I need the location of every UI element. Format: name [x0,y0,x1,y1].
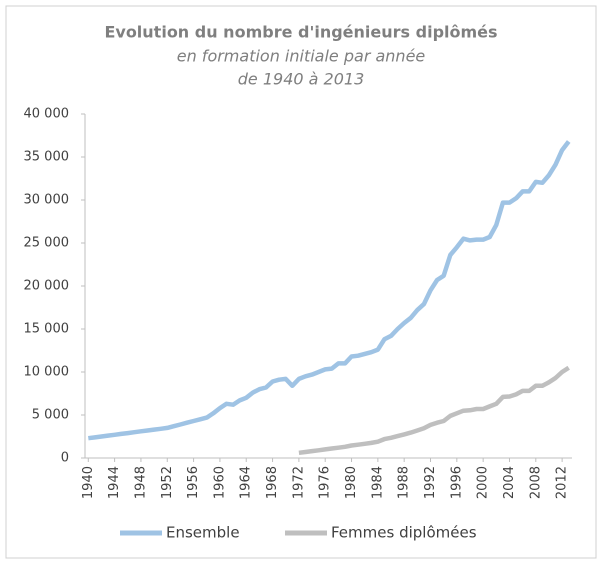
y-tick-label: 15 000 [24,322,70,337]
x-tick-label: 2000 [476,466,491,499]
x-tick-label: 1948 [133,466,148,499]
x-tick-label: 1988 [397,466,412,499]
y-tick-label: 10 000 [24,365,70,380]
x-tick-label: 2004 [502,466,517,499]
y-tick-label: 35 000 [24,150,70,165]
chart-title: Evolution du nombre d'ingénieurs diplômé… [104,23,497,42]
x-tick-label: 1964 [239,466,254,499]
chart-subtitle: en formation initiale par année [177,47,426,66]
x-tick-label: 1960 [212,466,227,499]
y-tick-label: 30 000 [24,193,70,208]
y-tick-label: 0 [61,451,69,466]
series-line [88,140,571,441]
x-tick-label: 1996 [449,466,464,499]
x-tick-label: 1968 [265,466,280,499]
x-tick-label: 1940 [81,466,96,499]
y-tick-label: 40 000 [24,107,70,122]
chart-subtitle: de 1940 à 2013 [238,70,365,89]
x-tick-label: 2008 [528,466,543,499]
y-tick-label: 25 000 [24,236,70,251]
y-tick-label: 20 000 [24,279,70,294]
x-tick-label: 1944 [107,466,122,499]
legend-label: Femmes diplômées [331,524,477,542]
y-tick-label: 5 000 [32,408,69,423]
legend-label: Ensemble [166,524,240,542]
chart-border [5,5,597,559]
x-tick-label: 2012 [555,466,570,499]
x-tick-label: 1984 [370,466,385,499]
x-tick-label: 1972 [291,466,306,499]
x-tick-label: 1956 [186,466,201,499]
series-line [298,365,570,456]
x-tick-label: 1992 [423,466,438,499]
x-tick-label: 1976 [318,466,333,499]
x-tick-label: 1980 [344,466,359,499]
x-tick-label: 1952 [160,466,175,499]
